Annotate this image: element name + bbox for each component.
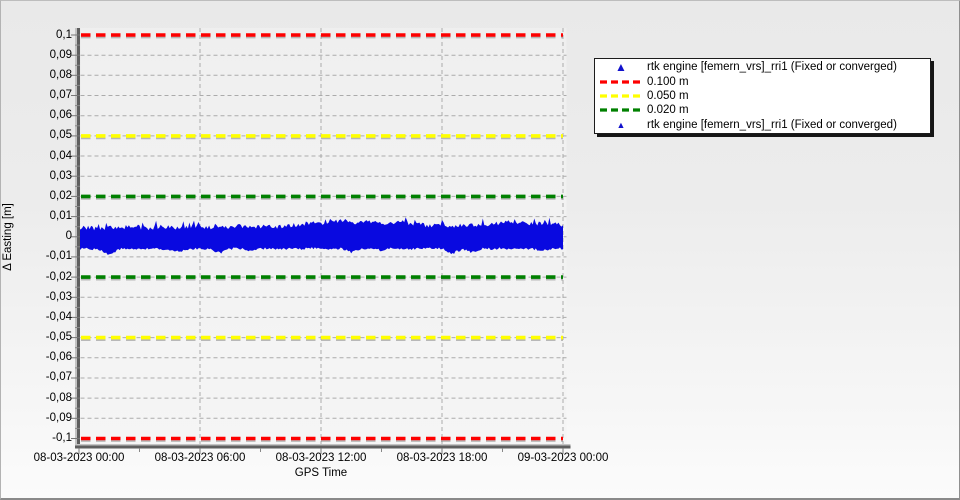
- legend-item-series: ▲ rtk engine [femern_vrs]_rri1 (Fixed or…: [595, 60, 930, 74]
- legend-item-threshold-50mm: 0.050 m: [595, 89, 930, 103]
- y-tick-label: 0,03: [49, 169, 72, 182]
- y-tick-label: 0,07: [49, 89, 72, 102]
- x-tick-label: 08-03-2023 06:00: [154, 452, 246, 464]
- legend-item-label: 0.050 m: [647, 89, 689, 102]
- y-tick-label: 0,05: [49, 129, 72, 142]
- x-axis-title: GPS Time: [294, 467, 348, 479]
- y-axis-title: Δ Easting [m]: [2, 203, 14, 271]
- triangle-marker-icon: ▲: [595, 118, 647, 132]
- legend: ▲ rtk engine [femern_vrs]_rri1 (Fixed or…: [594, 58, 931, 134]
- y-tick-label: -0,07: [45, 371, 72, 384]
- y-tick-label: 0,09: [49, 48, 72, 61]
- legend-item-series: ▲ rtk engine [femern_vrs]_rri1 (Fixed or…: [595, 118, 930, 132]
- dash-swatch-icon: [595, 75, 647, 89]
- legend-item-label: 0.020 m: [647, 104, 689, 117]
- y-tick-label: 0,02: [49, 189, 72, 202]
- y-tick-label: -0,03: [45, 290, 72, 303]
- triangle-glyph: ▲: [616, 119, 626, 130]
- x-axis-line: [75, 445, 571, 449]
- y-tick-label: -0,04: [45, 310, 72, 323]
- y-tick-label: -0,08: [45, 391, 72, 404]
- legend-item-label: rtk engine [femern_vrs]_rri1 (Fixed or c…: [647, 61, 897, 74]
- y-tick-label: 0,1: [56, 28, 72, 41]
- y-tick-label: -0,06: [45, 351, 72, 364]
- y-tick-label: 0,06: [49, 109, 72, 122]
- legend-item-label: rtk engine [femern_vrs]_rri1 (Fixed or c…: [647, 118, 897, 131]
- legend-item-label: 0.100 m: [647, 75, 689, 88]
- y-tick-label: -0,09: [45, 411, 72, 424]
- data-series-band: [79, 217, 563, 255]
- y-tick-label: 0: [65, 230, 72, 243]
- y-tick-label: -0,1: [52, 432, 72, 444]
- triangle-marker-icon: ▲: [595, 60, 647, 74]
- x-tick-label: 09-03-2023 00:00: [517, 452, 609, 464]
- dash-line-swatch: [600, 94, 642, 98]
- y-tick-label: -0,02: [45, 270, 72, 283]
- x-axis-line: [75, 444, 571, 446]
- x-tick-label: 08-03-2023 18:00: [396, 452, 488, 464]
- x-tick-label: 08-03-2023 00:00: [33, 452, 125, 464]
- legend-item-threshold-20mm: 0.020 m: [595, 103, 930, 117]
- y-axis-line: [77, 28, 80, 448]
- dash-line-swatch: [600, 80, 642, 84]
- x-tick-label: 08-03-2023 12:00: [275, 452, 367, 464]
- y-tick-label: 0,04: [49, 149, 72, 162]
- y-tick-label: -0,05: [45, 331, 72, 344]
- y-tick-label: 0,08: [49, 68, 72, 81]
- y-axis-line: [75, 28, 77, 448]
- y-tick-label: -0,01: [45, 250, 72, 263]
- legend-item-threshold-100mm: 0.100 m: [595, 75, 930, 89]
- dash-swatch-icon: [595, 89, 647, 103]
- dash-swatch-icon: [595, 103, 647, 117]
- dash-line-swatch: [600, 108, 642, 112]
- triangle-glyph: ▲: [615, 60, 627, 75]
- y-tick-label: 0,01: [49, 210, 72, 223]
